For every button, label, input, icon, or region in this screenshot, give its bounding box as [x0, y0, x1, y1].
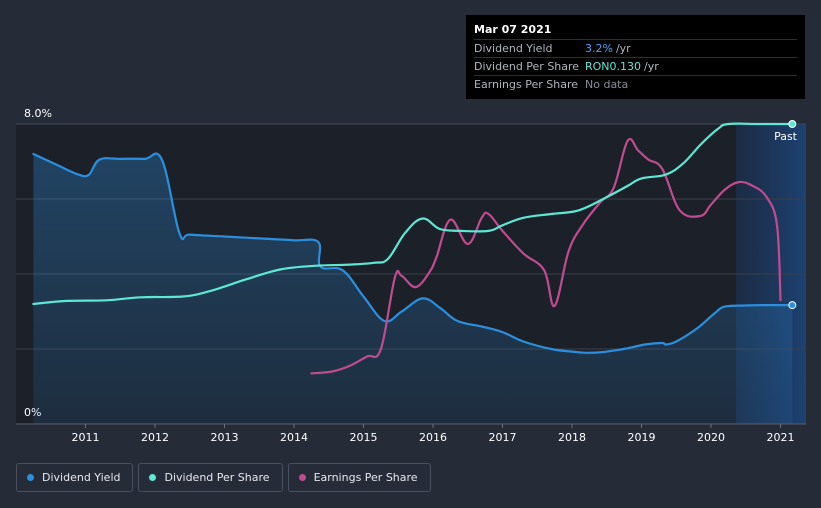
legend-dot-icon: [27, 474, 34, 481]
x-tick-label: 2015: [350, 431, 378, 444]
tooltip-row-dividend-per-share: Dividend Per Share RON0.130 /yr: [474, 57, 797, 75]
x-tick-label: 2017: [489, 431, 517, 444]
legend-dot-icon: [149, 474, 156, 481]
x-tick-label: 2018: [558, 431, 586, 444]
x-tick-label: 2012: [141, 431, 169, 444]
tooltip-value: 3.2%: [585, 40, 613, 57]
x-tick-label: 2020: [697, 431, 725, 444]
tooltip-row-dividend-yield: Dividend Yield 3.2% /yr: [474, 39, 797, 57]
x-tick-label: 2016: [419, 431, 447, 444]
tooltip: Mar 07 2021 Dividend Yield 3.2% /yr Divi…: [466, 15, 805, 99]
legend-label: Dividend Yield: [42, 471, 120, 484]
tooltip-value: No data: [585, 76, 628, 93]
tooltip-date: Mar 07 2021: [474, 21, 797, 39]
x-tick-label: 2019: [628, 431, 656, 444]
legend-label: Earnings Per Share: [314, 471, 418, 484]
tooltip-row-earnings-per-share: Earnings Per Share No data: [474, 75, 797, 93]
tooltip-value: RON0.130: [585, 58, 641, 75]
series-end-marker-dividend-per-share: [789, 121, 796, 128]
tooltip-label: Dividend Yield: [474, 40, 585, 57]
legend-item-dividend-per-share[interactable]: Dividend Per Share: [138, 463, 282, 492]
x-tick-label: 2011: [72, 431, 100, 444]
x-tick-label: 2014: [280, 431, 308, 444]
past-label: Past: [774, 130, 798, 143]
series-end-marker-dividend-yield: [789, 302, 796, 309]
x-axis-ticks: 2011 2012 2013 2014 2015 2016 2017 2018 2019 2020…: [72, 424, 795, 444]
legend-dot-icon: [299, 474, 306, 481]
legend-label: Dividend Per Share: [164, 471, 269, 484]
legend-item-dividend-yield[interactable]: Dividend Yield: [16, 463, 133, 492]
legend-item-earnings-per-share[interactable]: Earnings Per Share: [288, 463, 431, 492]
tooltip-label: Dividend Per Share: [474, 58, 585, 75]
tooltip-unit: /yr: [616, 40, 631, 57]
y-axis-top-label: 8.0%: [24, 107, 52, 120]
x-tick-label: 2013: [211, 431, 239, 444]
tooltip-unit: /yr: [644, 58, 659, 75]
legend: Dividend Yield Dividend Per Share Earnin…: [16, 463, 431, 492]
x-tick-label: 2021: [767, 431, 795, 444]
tooltip-label: Earnings Per Share: [474, 76, 585, 93]
